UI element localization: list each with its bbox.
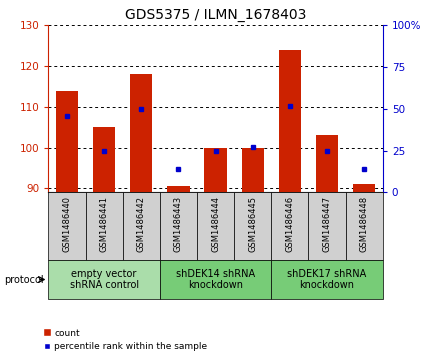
Bar — [346, 192, 383, 260]
Bar — [48, 260, 160, 299]
Bar — [93, 127, 115, 192]
Text: GSM1486447: GSM1486447 — [323, 196, 332, 252]
Text: shDEK17 shRNA
knockdown: shDEK17 shRNA knockdown — [287, 269, 367, 290]
Bar — [160, 260, 271, 299]
Text: GSM1486446: GSM1486446 — [286, 196, 294, 252]
Bar — [271, 192, 308, 260]
Bar — [353, 184, 375, 192]
Text: GSM1486444: GSM1486444 — [211, 196, 220, 252]
Text: GSM1486441: GSM1486441 — [99, 196, 109, 252]
Bar — [85, 192, 123, 260]
Bar — [234, 192, 271, 260]
Bar — [130, 74, 152, 192]
Bar — [308, 192, 346, 260]
Bar — [56, 91, 78, 192]
Text: GSM1486445: GSM1486445 — [248, 196, 257, 252]
Bar — [205, 148, 227, 192]
Bar — [279, 50, 301, 192]
Bar — [167, 186, 190, 192]
Bar — [160, 192, 197, 260]
Bar — [271, 260, 383, 299]
Text: GSM1486448: GSM1486448 — [360, 196, 369, 252]
Text: protocol: protocol — [4, 274, 44, 285]
Text: GSM1486442: GSM1486442 — [137, 196, 146, 252]
Text: GSM1486443: GSM1486443 — [174, 196, 183, 252]
Legend: count, percentile rank within the sample: count, percentile rank within the sample — [40, 325, 211, 355]
Title: GDS5375 / ILMN_1678403: GDS5375 / ILMN_1678403 — [125, 8, 306, 22]
Bar — [48, 192, 85, 260]
Bar — [242, 148, 264, 192]
Text: GSM1486440: GSM1486440 — [62, 196, 71, 252]
Bar — [197, 192, 234, 260]
Bar — [123, 192, 160, 260]
Text: shDEK14 shRNA
knockdown: shDEK14 shRNA knockdown — [176, 269, 255, 290]
Bar — [316, 135, 338, 192]
Text: empty vector
shRNA control: empty vector shRNA control — [70, 269, 139, 290]
